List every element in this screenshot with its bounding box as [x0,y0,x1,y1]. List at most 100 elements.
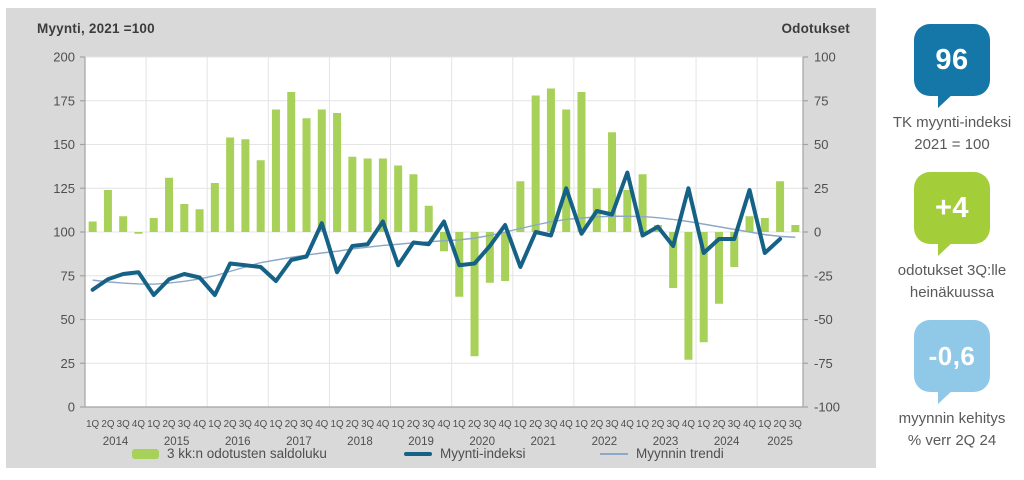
svg-text:50: 50 [814,137,828,152]
legend-label: Myynnin trendi [636,446,724,461]
legend: 3 kk:n odotusten saldoluku Myynti-indeks… [6,446,876,466]
svg-text:3Q: 3Q [178,419,191,430]
sales-index-line [90,170,783,297]
bubble-tail [938,92,955,108]
kpi-label-line1: TK myynti-indeksi [892,114,1012,131]
kpi-sidebar: 96 TK myynti-indeksi 2021 = 100 +4 odotu… [880,0,1024,480]
right-axis-ticks: -100 -75 -50 -25 0 25 50 75 100 [803,50,840,415]
svg-text:2Q: 2Q [774,419,787,430]
bar-swatch-icon [132,448,159,459]
speech-bubble: 96 [914,24,990,108]
svg-text:2Q: 2Q [224,419,237,430]
line-swatch-icon [404,451,432,456]
svg-text:4Q: 4Q [437,419,450,430]
kpi-value: 96 [935,43,969,76]
svg-text:3Q: 3Q [789,419,802,430]
svg-text:4Q: 4Q [743,419,756,430]
svg-text:2Q: 2Q [162,419,175,430]
left-axis-title: Myynti, 2021 =100 [37,21,155,36]
expectation-bars [88,88,800,360]
svg-text:2017: 2017 [286,436,312,448]
svg-text:2Q: 2Q [529,419,542,430]
kpi-label-line2: % verr 2Q 24 [907,432,997,449]
svg-text:2022: 2022 [592,436,618,448]
left-axis-ticks: 0 25 50 75 100 125 150 175 200 [53,50,85,415]
svg-text:1Q: 1Q [208,419,221,430]
svg-text:1Q: 1Q [758,419,771,430]
legend-item-saldoluku: 3 kk:n odotusten saldoluku [132,446,327,461]
svg-text:3Q: 3Q [667,419,680,430]
svg-text:25: 25 [61,356,75,371]
svg-text:3Q: 3Q [728,419,741,430]
svg-text:4Q: 4Q [132,419,145,430]
svg-text:2025: 2025 [767,436,793,448]
svg-text:200: 200 [53,50,75,65]
chart-canvas: 0 25 50 75 100 125 150 175 200 -100 -75 -50 -25 0 25 50… [53,50,840,449]
svg-text:0: 0 [814,225,821,240]
svg-text:2Q: 2Q [590,419,603,430]
speech-bubble: +4 [914,172,990,256]
thin-line-swatch-icon [600,452,628,455]
svg-text:2018: 2018 [347,436,373,448]
svg-text:2024: 2024 [714,436,740,448]
legend-label: 3 kk:n odotusten saldoluku [167,446,327,461]
svg-text:2020: 2020 [469,436,495,448]
svg-text:75: 75 [61,268,75,283]
speech-bubble: -0,6 [914,320,990,404]
svg-text:3Q: 3Q [361,419,374,430]
svg-text:2014: 2014 [103,436,129,448]
svg-text:1Q: 1Q [575,419,588,430]
svg-text:2Q: 2Q [651,419,664,430]
svg-text:1Q: 1Q [636,419,649,430]
chart-panel: 0 25 50 75 100 125 150 175 200 -100 -75 -50 -25 0 25 50… [6,8,876,468]
bubble-tail [938,388,955,404]
svg-text:3Q: 3Q [483,419,496,430]
svg-text:1Q: 1Q [514,419,527,430]
svg-text:1Q: 1Q [331,419,344,430]
svg-text:2Q: 2Q [407,419,420,430]
svg-text:25: 25 [814,181,828,196]
svg-text:2023: 2023 [653,436,679,448]
svg-text:3Q: 3Q [117,419,130,430]
svg-text:3Q: 3Q [544,419,557,430]
svg-text:2Q: 2Q [285,419,298,430]
legend-item-myynti-indeksi: Myynti-indeksi [404,446,526,461]
svg-text:4Q: 4Q [682,419,695,430]
kpi-card-sales-change: -0,6 myynnin kehitys % verr 2Q 24 [880,320,1024,452]
svg-text:1Q: 1Q [697,419,710,430]
svg-text:175: 175 [53,93,75,108]
svg-text:3Q: 3Q [422,419,435,430]
svg-text:4Q: 4Q [376,419,389,430]
svg-text:2Q: 2Q [101,419,114,430]
svg-text:1Q: 1Q [86,419,99,430]
svg-text:4Q: 4Q [560,419,573,430]
svg-text:2016: 2016 [225,436,251,448]
svg-text:75: 75 [814,93,828,108]
gridlines [85,56,803,408]
svg-text:150: 150 [53,137,75,152]
svg-text:3Q: 3Q [606,419,619,430]
kpi-value: +4 [934,191,970,224]
svg-text:-75: -75 [814,356,833,371]
svg-text:2021: 2021 [531,436,557,448]
svg-text:1Q: 1Q [453,419,466,430]
svg-text:100: 100 [814,50,836,65]
svg-text:2Q: 2Q [712,419,725,430]
svg-text:4Q: 4Q [499,419,512,430]
kpi-label-line2: heinäkuussa [909,284,995,301]
svg-text:125: 125 [53,181,75,196]
svg-text:2015: 2015 [164,436,190,448]
svg-text:2Q: 2Q [468,419,481,430]
svg-text:-100: -100 [814,400,840,415]
svg-text:-50: -50 [814,312,833,327]
svg-text:50: 50 [61,312,75,327]
right-axis-title: Odotukset [781,21,850,36]
kpi-label-line2: 2021 = 100 [914,136,990,153]
kpi-label-line1: myynnin kehitys [898,410,1006,427]
svg-text:4Q: 4Q [254,419,267,430]
svg-text:100: 100 [53,225,75,240]
kpi-card-expectations: +4 odotukset 3Q:lle heinäkuussa [880,172,1024,304]
svg-text:-25: -25 [814,268,833,283]
svg-text:4Q: 4Q [193,419,206,430]
